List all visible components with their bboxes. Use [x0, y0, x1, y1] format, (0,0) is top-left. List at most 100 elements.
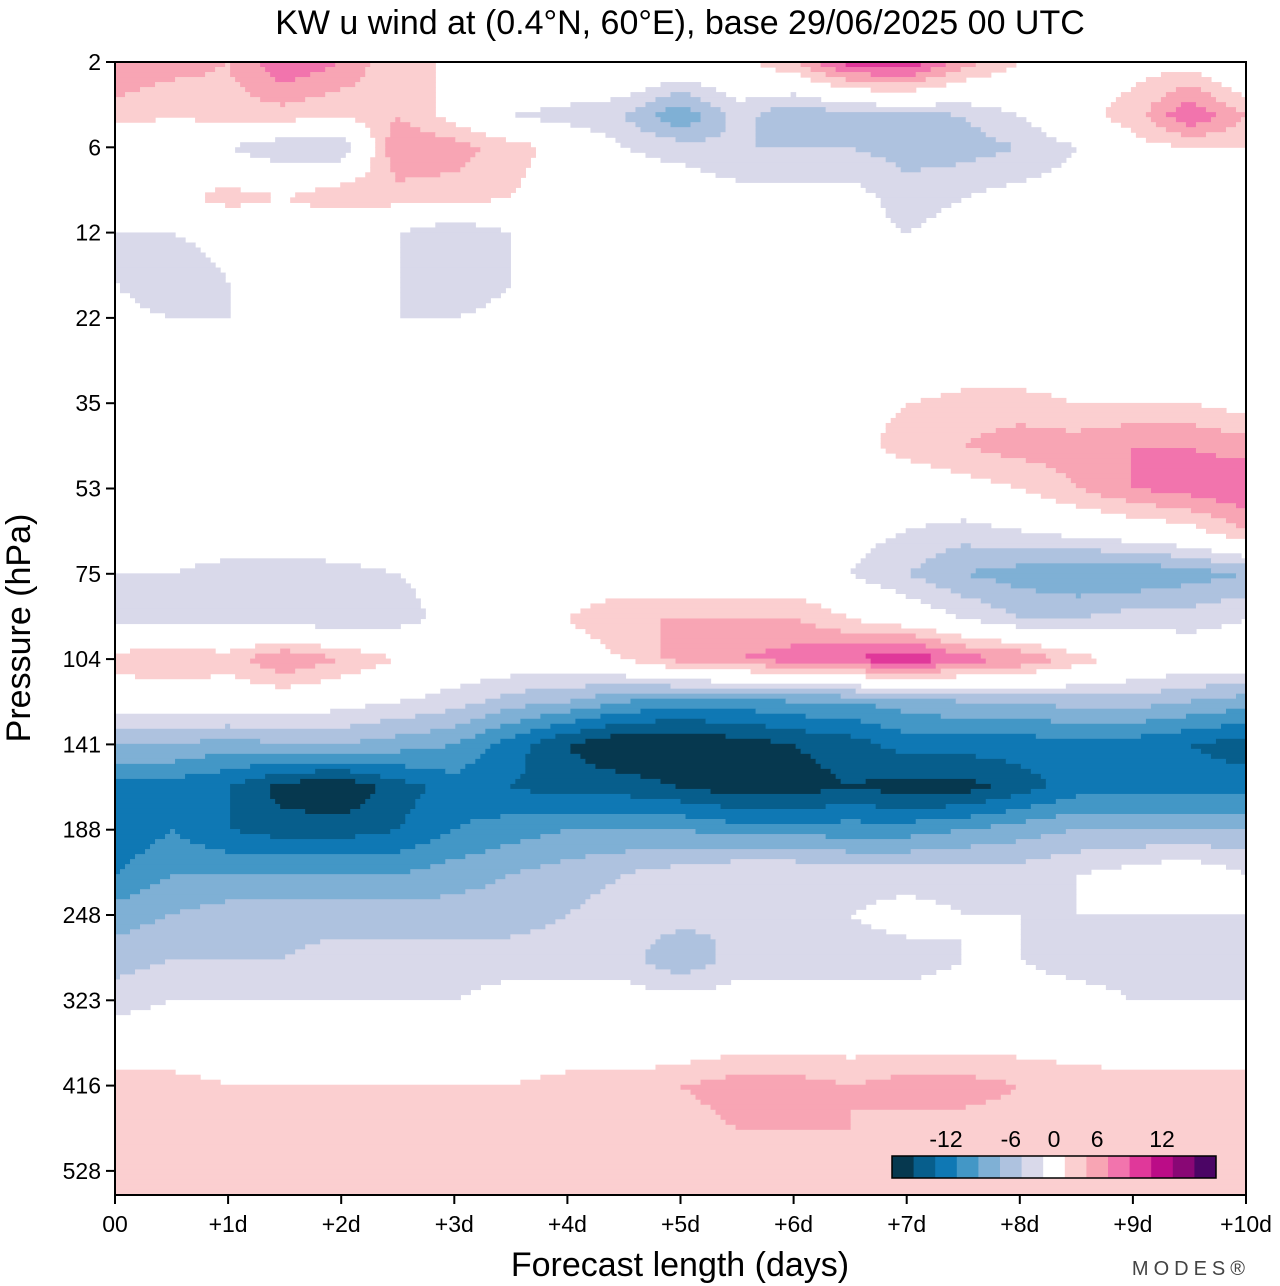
- field-cell: [570, 122, 637, 128]
- field-cell: [115, 1179, 1247, 1186]
- field-cell: [910, 573, 972, 579]
- field-cell: [585, 899, 877, 905]
- field-cell: [115, 1154, 1247, 1161]
- field-cell: [1065, 683, 1207, 690]
- field-cell: [825, 107, 1002, 113]
- field-cell: [940, 668, 1037, 675]
- field-cell: [1200, 87, 1232, 93]
- field-cell: [1220, 598, 1247, 605]
- field-cell: [1125, 994, 1247, 1001]
- field-cell: [845, 62, 922, 68]
- field-cell: [230, 723, 351, 730]
- field-cell: [455, 137, 506, 143]
- field-cell: [530, 743, 572, 750]
- field-cell: [380, 718, 471, 725]
- field-cell: [115, 758, 176, 765]
- field-cell: [1235, 122, 1247, 128]
- field-cell: [420, 127, 471, 133]
- field-cell: [500, 723, 551, 730]
- field-cell: [205, 72, 231, 78]
- field-cell: [620, 653, 662, 660]
- field-cell: [115, 834, 166, 840]
- field-cell: [1241, 869, 1247, 875]
- field-cell: [1010, 793, 1077, 800]
- field-cell: [225, 202, 241, 208]
- field-cell: [725, 112, 762, 118]
- field-cell: [1195, 102, 1227, 108]
- field-cell: [655, 132, 722, 138]
- field-cell: [1210, 513, 1247, 519]
- field-cell: [585, 683, 672, 690]
- field-cell: [590, 633, 662, 640]
- field-cell: [215, 187, 241, 193]
- field-cell: [1125, 513, 1212, 519]
- field-cell: [720, 132, 757, 138]
- colorbar-swatch: [892, 1156, 915, 1178]
- field-cell: [1050, 854, 1247, 860]
- field-cell: [870, 663, 937, 670]
- field-cell: [735, 1124, 852, 1131]
- field-cell: [1025, 959, 1247, 965]
- field-cell: [880, 438, 972, 444]
- field-cell: [120, 282, 231, 289]
- field-cell: [1145, 137, 1247, 143]
- field-cell: [115, 753, 206, 760]
- x-tick-label: +4d: [548, 1211, 587, 1237]
- field-cell: [115, 919, 156, 925]
- field-cell: [115, 713, 416, 720]
- field-cell: [135, 297, 231, 304]
- field-cell: [140, 889, 466, 895]
- field-cell: [170, 829, 176, 835]
- field-cell: [525, 703, 602, 710]
- field-cell: [115, 613, 426, 620]
- field-cell: [1215, 738, 1247, 745]
- field-cell: [645, 954, 717, 960]
- field-cell: [465, 703, 526, 710]
- field-cell: [420, 793, 632, 800]
- field-cell: [895, 162, 957, 168]
- field-cell: [825, 834, 912, 840]
- field-cell: [630, 698, 787, 705]
- field-cell: [115, 583, 411, 589]
- field-cell: [960, 593, 1077, 600]
- field-cell: [935, 663, 1022, 670]
- field-cell: [1010, 483, 1077, 489]
- colorbar-swatch: [1194, 1156, 1217, 1178]
- field-cell: [230, 72, 271, 78]
- field-cell: [715, 1109, 852, 1116]
- field-cell: [1235, 573, 1247, 579]
- colorbar-swatch: [1086, 1156, 1109, 1178]
- field-cell: [670, 683, 862, 690]
- field-cell: [615, 879, 1077, 885]
- field-cell: [190, 839, 431, 845]
- field-cell: [570, 708, 642, 715]
- field-cell: [955, 698, 1192, 705]
- field-cell: [500, 813, 687, 820]
- field-cell: [1105, 984, 1247, 991]
- field-cell: [390, 132, 436, 138]
- field-cell: [115, 1189, 1247, 1196]
- field-cell: [690, 969, 937, 976]
- field-cell: [1120, 92, 1167, 98]
- field-cell: [605, 884, 1077, 890]
- field-cell: [705, 137, 757, 143]
- field-cell: [115, 117, 156, 123]
- field-cell: [115, 944, 306, 950]
- field-cell: [500, 844, 972, 850]
- field-cell: [1065, 473, 1132, 479]
- field-cell: [405, 177, 521, 183]
- colorbar: -12 -6 0 6 12: [891, 1126, 1217, 1179]
- field-cell: [810, 753, 977, 760]
- field-cell: [605, 598, 807, 605]
- field-cell: [465, 889, 602, 895]
- field-cell: [395, 117, 401, 123]
- field-cell: [730, 859, 797, 865]
- field-cell: [455, 723, 501, 730]
- colorbar-swatch: [935, 1156, 958, 1178]
- field-cell: [115, 979, 501, 986]
- y-tick-label: 528: [63, 1158, 101, 1184]
- field-cell: [390, 122, 411, 128]
- field-cell: [115, 904, 201, 910]
- field-cell: [915, 819, 1027, 825]
